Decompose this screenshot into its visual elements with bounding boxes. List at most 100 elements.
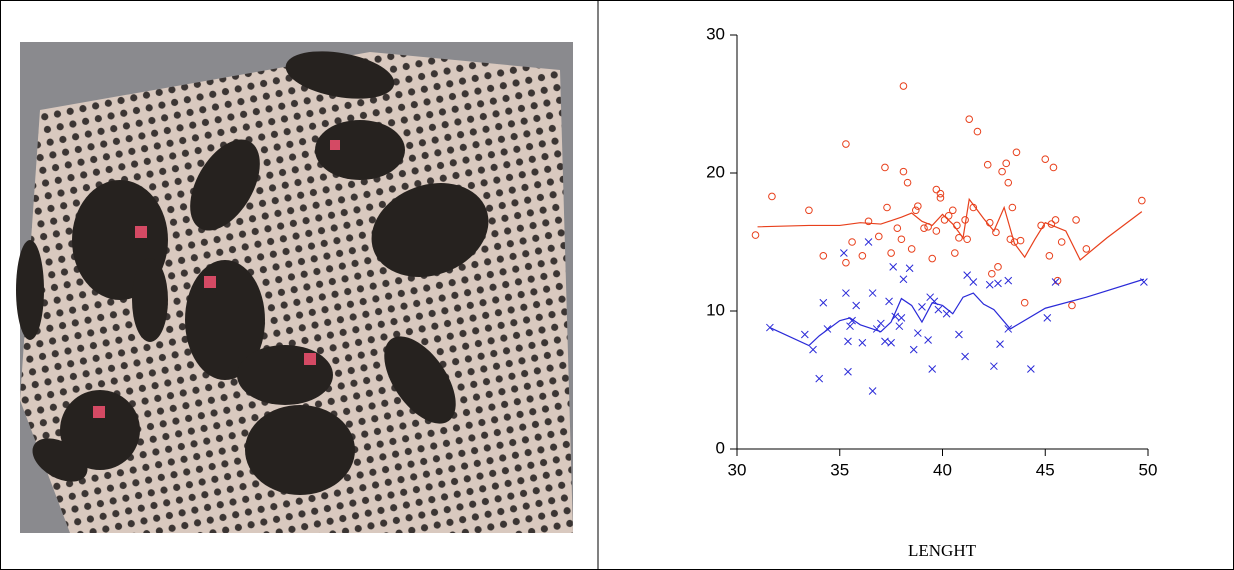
point bbox=[899, 167, 908, 176]
point bbox=[897, 235, 906, 244]
point bbox=[887, 338, 895, 347]
point bbox=[899, 275, 908, 284]
point bbox=[961, 352, 969, 361]
x-tick-label: 40 bbox=[933, 460, 952, 479]
point bbox=[881, 337, 889, 346]
point bbox=[1082, 245, 1091, 253]
point bbox=[893, 224, 902, 232]
point bbox=[992, 228, 1000, 237]
point bbox=[907, 245, 916, 253]
point bbox=[934, 305, 943, 314]
point bbox=[864, 238, 873, 246]
point bbox=[932, 227, 941, 235]
point bbox=[955, 234, 963, 242]
point bbox=[848, 238, 856, 246]
point bbox=[1027, 365, 1035, 373]
point bbox=[948, 206, 957, 215]
point bbox=[936, 189, 945, 198]
point bbox=[920, 224, 928, 232]
point bbox=[918, 303, 926, 311]
x-tick-label: 35 bbox=[830, 460, 849, 479]
point bbox=[842, 140, 850, 148]
point bbox=[858, 338, 867, 347]
point bbox=[983, 160, 992, 169]
point bbox=[1051, 278, 1060, 286]
point bbox=[889, 262, 898, 271]
point bbox=[905, 264, 914, 273]
point bbox=[913, 329, 922, 337]
point bbox=[1068, 301, 1076, 310]
point bbox=[809, 345, 817, 354]
point bbox=[1020, 298, 1029, 307]
point bbox=[965, 115, 974, 123]
point bbox=[895, 322, 904, 331]
point bbox=[800, 330, 809, 339]
point bbox=[819, 252, 828, 260]
x-tick-label: 50 bbox=[1139, 460, 1158, 479]
x-tick-label: 45 bbox=[1036, 460, 1055, 479]
point bbox=[1004, 178, 1013, 187]
point bbox=[842, 258, 850, 267]
x-axis-label: LENGHT bbox=[908, 541, 977, 560]
point bbox=[924, 336, 932, 344]
point bbox=[944, 211, 953, 220]
point bbox=[998, 167, 1006, 176]
point bbox=[846, 322, 854, 331]
point bbox=[1138, 196, 1146, 205]
point bbox=[932, 185, 941, 194]
point bbox=[1072, 216, 1080, 224]
point bbox=[988, 269, 996, 278]
point bbox=[914, 202, 922, 210]
point bbox=[868, 387, 877, 395]
point bbox=[844, 367, 852, 376]
point bbox=[844, 337, 852, 346]
point bbox=[852, 301, 861, 310]
point bbox=[883, 203, 891, 212]
point bbox=[903, 178, 912, 187]
point bbox=[881, 163, 889, 172]
point bbox=[928, 365, 937, 373]
point bbox=[1045, 252, 1054, 260]
point bbox=[969, 278, 978, 286]
point bbox=[805, 206, 813, 215]
point bbox=[994, 263, 1002, 271]
point bbox=[1049, 163, 1058, 172]
point bbox=[1008, 203, 1017, 212]
point bbox=[973, 127, 982, 136]
point bbox=[963, 271, 972, 279]
point bbox=[963, 235, 971, 244]
point bbox=[815, 374, 824, 383]
point bbox=[768, 192, 776, 201]
point bbox=[842, 289, 850, 297]
y-tick-label: 20 bbox=[706, 162, 725, 181]
point bbox=[990, 362, 998, 371]
point bbox=[951, 249, 959, 257]
y-tick-label: 0 bbox=[716, 438, 725, 457]
point bbox=[840, 249, 848, 257]
point bbox=[1043, 314, 1052, 322]
point bbox=[996, 340, 1004, 348]
point bbox=[868, 289, 877, 297]
photo bbox=[16, 42, 573, 533]
trend-line bbox=[757, 197, 1143, 261]
point bbox=[911, 206, 920, 215]
y-tick-label: 30 bbox=[706, 24, 725, 43]
point bbox=[897, 314, 906, 322]
point bbox=[1002, 159, 1011, 168]
point bbox=[1004, 325, 1013, 333]
point bbox=[1012, 148, 1021, 157]
point bbox=[936, 194, 945, 202]
point bbox=[876, 319, 885, 328]
y-tick-label: 10 bbox=[706, 300, 725, 319]
point bbox=[751, 231, 760, 239]
point bbox=[885, 297, 893, 306]
point bbox=[887, 249, 895, 257]
x-tick-label: 30 bbox=[728, 460, 747, 479]
point bbox=[899, 82, 908, 90]
point bbox=[955, 330, 963, 339]
point bbox=[1041, 155, 1050, 163]
point bbox=[1057, 238, 1066, 246]
point bbox=[909, 345, 918, 354]
point bbox=[1004, 276, 1013, 285]
